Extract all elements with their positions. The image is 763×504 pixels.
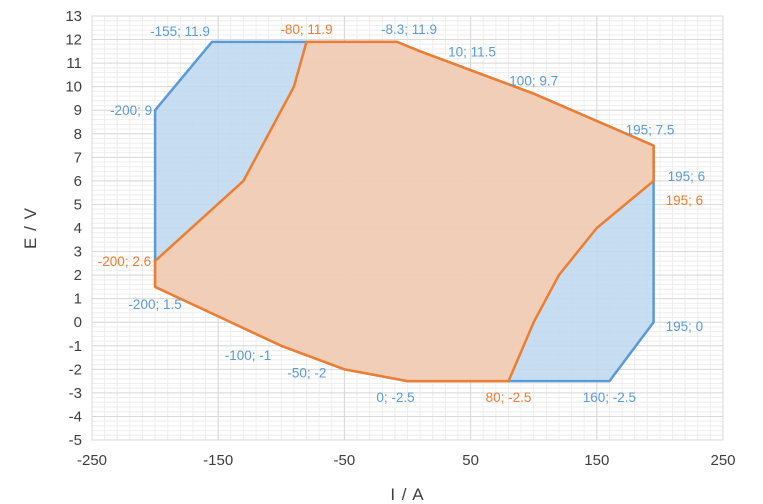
data-label: 195; 7.5: [626, 123, 675, 138]
data-label: 100; 9.7: [509, 74, 558, 89]
y-tick-label: 4: [74, 220, 82, 237]
y-tick-label: 8: [74, 126, 82, 143]
y-tick-label: 5: [74, 196, 82, 213]
data-label: 160; -2.5: [583, 390, 636, 405]
y-axis-title: E / V: [21, 207, 40, 249]
x-tick-label: -150: [203, 452, 233, 469]
y-tick-label: 9: [74, 102, 82, 119]
y-tick-label: 11: [66, 55, 82, 72]
data-label: -200; 9: [110, 103, 152, 118]
x-tick-label: 250: [710, 452, 735, 469]
y-tick-label: 3: [74, 244, 82, 261]
y-tick-label: -1: [69, 338, 82, 355]
y-tick-label: 13: [65, 8, 82, 25]
x-tick-label: 150: [584, 452, 609, 469]
area-layer: [153, 40, 655, 383]
data-label: 195; 6: [668, 169, 706, 184]
x-tick-label: 50: [462, 452, 479, 469]
data-label: 10; 11.5: [448, 44, 496, 59]
y-tick-label: 2: [74, 267, 82, 284]
data-label: -8.3; 11.9: [381, 22, 437, 37]
x-tick-labels: -250 -150 -50 50 150 250: [77, 452, 736, 469]
y-tick-label: 10: [65, 79, 82, 96]
x-axis-title: I / A: [390, 485, 424, 504]
data-label: -100; -1: [225, 348, 272, 363]
y-tick-label: -4: [69, 408, 82, 425]
y-tick-label: 12: [65, 32, 82, 49]
series-2-area: [153, 40, 655, 383]
data-label: 0; -2.5: [376, 390, 414, 405]
y-tick-label: 1: [74, 291, 82, 308]
y-tick-label: -2: [69, 361, 82, 378]
data-label: -155; 11.9: [150, 24, 210, 39]
data-label: 195; 0: [666, 319, 704, 334]
data-label: -200; 2.6: [98, 254, 151, 269]
y-tick-label: 7: [74, 149, 82, 166]
y-tick-label: 6: [74, 173, 82, 190]
data-label: -80; 11.9: [280, 22, 332, 37]
data-label: 80; -2.5: [486, 390, 532, 405]
x-tick-label: -50: [334, 452, 356, 469]
x-tick-label: -250: [77, 452, 107, 469]
y-tick-label: 0: [74, 314, 82, 331]
data-label: 195; 6: [666, 193, 704, 208]
data-label: -200; 1.5: [128, 297, 181, 312]
y-tick-label: -5: [69, 432, 82, 449]
point-labels: -155; 11.9 -80; 11.9 -8.3; 11.9 10; 11.5 100…: [98, 22, 705, 405]
data-label: -50; -2: [287, 365, 326, 380]
y-tick-label: -3: [69, 385, 82, 402]
